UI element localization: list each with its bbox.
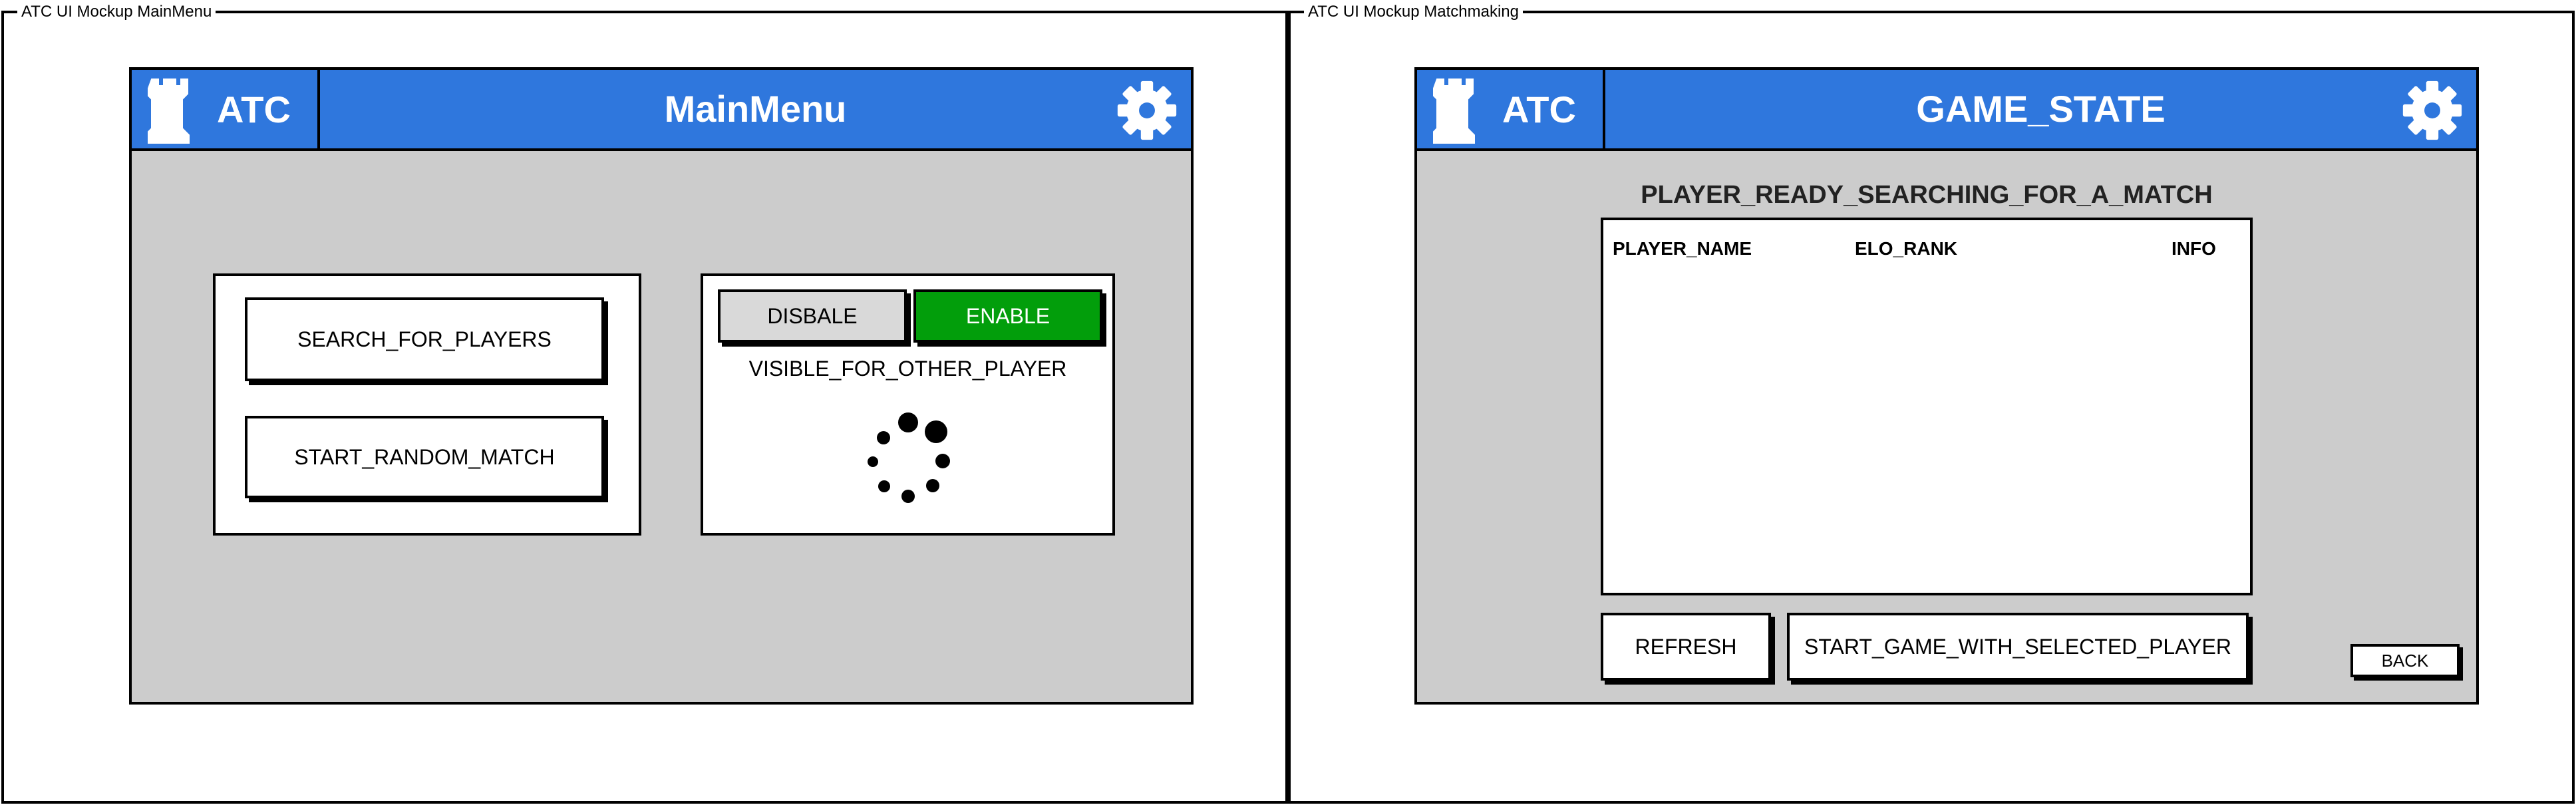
logo-text: ATC [1502, 88, 1576, 130]
enable-visibility-button[interactable]: ENABLE [913, 289, 1102, 343]
frame-title: ATC UI Mockup Matchmaking [1304, 3, 1523, 21]
refresh-button[interactable]: REFRESH [1601, 613, 1771, 681]
rook-icon [148, 79, 190, 144]
start-random-match-button[interactable]: START_RANDOM_MATCH [245, 416, 604, 498]
loading-spinner-icon [866, 412, 953, 503]
column-header-info[interactable]: INFO [2172, 238, 2216, 259]
page-title: MainMenu [664, 88, 847, 130]
matchmaking-window: ATC GAME_STATE PLAYER_READY_SEARCHING_FO… [1414, 67, 2479, 705]
start-game-button[interactable]: START_GAME_WITH_SELECTED_PLAYER [1787, 613, 2249, 681]
column-header-elo-rank[interactable]: ELO_RANK [1855, 238, 1958, 259]
mainmenu-window: ATC MainMenu SEARCH_FOR_PLAYERS START_RA… [129, 67, 1194, 705]
match-status-text: PLAYER_READY_SEARCHING_FOR_A_MATCH [1641, 181, 2213, 209]
start-random-match-label: START_RANDOM_MATCH [294, 444, 555, 469]
logo-text: ATC [217, 88, 291, 130]
gear-icon[interactable] [1116, 80, 1178, 141]
enable-label: ENABLE [965, 303, 1050, 328]
app-logo[interactable]: ATC [1417, 70, 1605, 148]
refresh-label: REFRESH [1635, 634, 1737, 659]
menu-actions-panel: SEARCH_FOR_PLAYERS START_RANDOM_MATCH [213, 273, 641, 536]
visibility-caption: VISIBLE_FOR_OTHER_PLAYER [748, 357, 1067, 381]
page-title: GAME_STATE [1916, 88, 2166, 130]
column-header-player-name[interactable]: PLAYER_NAME [1613, 238, 1752, 259]
search-players-label: SEARCH_FOR_PLAYERS [297, 327, 552, 351]
back-button[interactable]: BACK [2350, 644, 2460, 677]
search-players-button[interactable]: SEARCH_FOR_PLAYERS [245, 297, 604, 381]
visibility-panel: DISBALE ENABLE VISIBLE_FOR_OTHER_PLAYER [701, 273, 1115, 536]
app-header: ATC MainMenu [132, 70, 1191, 151]
app-header: ATC GAME_STATE [1417, 70, 2476, 151]
rook-icon [1433, 79, 1475, 144]
frame-title: ATC UI Mockup MainMenu [17, 3, 216, 21]
disable-visibility-button[interactable]: DISBALE [718, 289, 907, 343]
back-label: BACK [2381, 650, 2429, 671]
gear-icon[interactable] [2402, 80, 2463, 141]
disable-label: DISBALE [767, 303, 858, 328]
player-list-table: PLAYER_NAME ELO_RANK INFO [1601, 218, 2253, 595]
app-logo[interactable]: ATC [132, 70, 320, 148]
start-game-label: START_GAME_WITH_SELECTED_PLAYER [1804, 634, 2231, 659]
